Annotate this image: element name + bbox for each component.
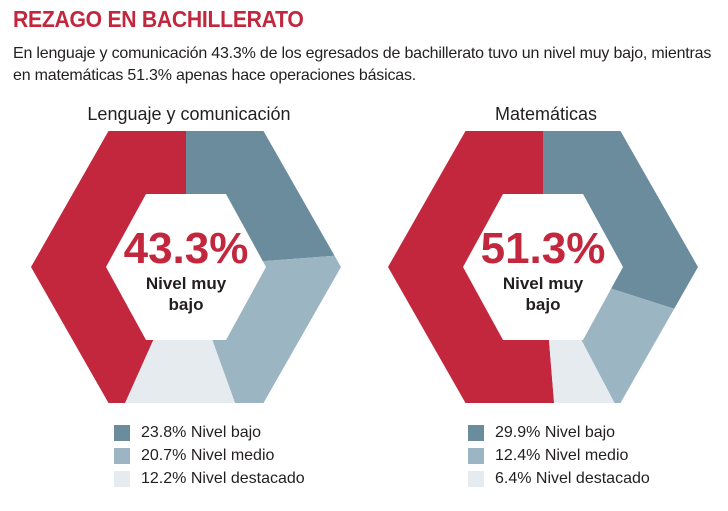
legend-item-nivel-medio: 20.7% Nivel medio bbox=[114, 444, 305, 467]
chart-title-lenguaje: Lenguaje y comunicación bbox=[87, 104, 291, 124]
legend-item-nivel-destacado: 6.4% Nivel destacado bbox=[468, 467, 650, 490]
legend-label: 12.4% Nivel medio bbox=[495, 446, 629, 464]
legend-label: 29.9% Nivel bajo bbox=[495, 423, 616, 441]
legend-swatch-nivel-bajo bbox=[468, 424, 484, 441]
legend-matematicas: 29.9% Nivel bajo 12.4% Nivel medio 6.4% … bbox=[468, 421, 650, 490]
legend-label: 20.7% Nivel medio bbox=[141, 446, 275, 464]
legend-label: 23.8% Nivel bajo bbox=[141, 423, 262, 441]
legend-item-nivel-bajo: 29.9% Nivel bajo bbox=[468, 421, 650, 444]
legend-swatch-nivel-medio bbox=[468, 447, 484, 464]
legend-label: 12.2% Nivel destacado bbox=[141, 469, 305, 487]
center-hole bbox=[106, 194, 266, 340]
legend-swatch-nivel-medio bbox=[114, 447, 130, 464]
center-label-line: Nivel muy bbox=[146, 274, 227, 293]
legend-swatch-nivel-bajo bbox=[114, 424, 130, 441]
legend-label: 6.4% Nivel destacado bbox=[495, 469, 650, 487]
infographic-title: REZAGO EN BACHILLERATO bbox=[13, 6, 304, 32]
infographic-subtitle: En lenguaje y comunicación 43.3% de los … bbox=[13, 45, 712, 84]
center-label-line: bajo bbox=[526, 295, 561, 314]
legend-item-nivel-medio: 12.4% Nivel medio bbox=[468, 444, 650, 467]
legend-item-nivel-bajo: 23.8% Nivel bajo bbox=[114, 421, 305, 444]
center-label-line: bajo bbox=[169, 295, 204, 314]
legend-lenguaje: 23.8% Nivel bajo 20.7% Nivel medio 12.2%… bbox=[114, 421, 305, 490]
hex-donut-chart-matematicas: 51.3%Nivel muy bajo bbox=[388, 131, 698, 403]
center-value: 43.3% bbox=[124, 224, 249, 273]
chart-title-matematicas: Matemáticas bbox=[494, 104, 598, 124]
center-label-line: Nivel muy bbox=[503, 274, 584, 293]
center-hole bbox=[463, 194, 623, 340]
center-value: 51.3% bbox=[481, 224, 606, 273]
legend-swatch-nivel-destacado bbox=[114, 470, 130, 487]
hex-donut-chart-lenguaje: 43.3%Nivel muy bajo bbox=[31, 131, 341, 403]
legend-item-nivel-destacado: 12.2% Nivel destacado bbox=[114, 467, 305, 490]
legend-swatch-nivel-destacado bbox=[468, 470, 484, 487]
